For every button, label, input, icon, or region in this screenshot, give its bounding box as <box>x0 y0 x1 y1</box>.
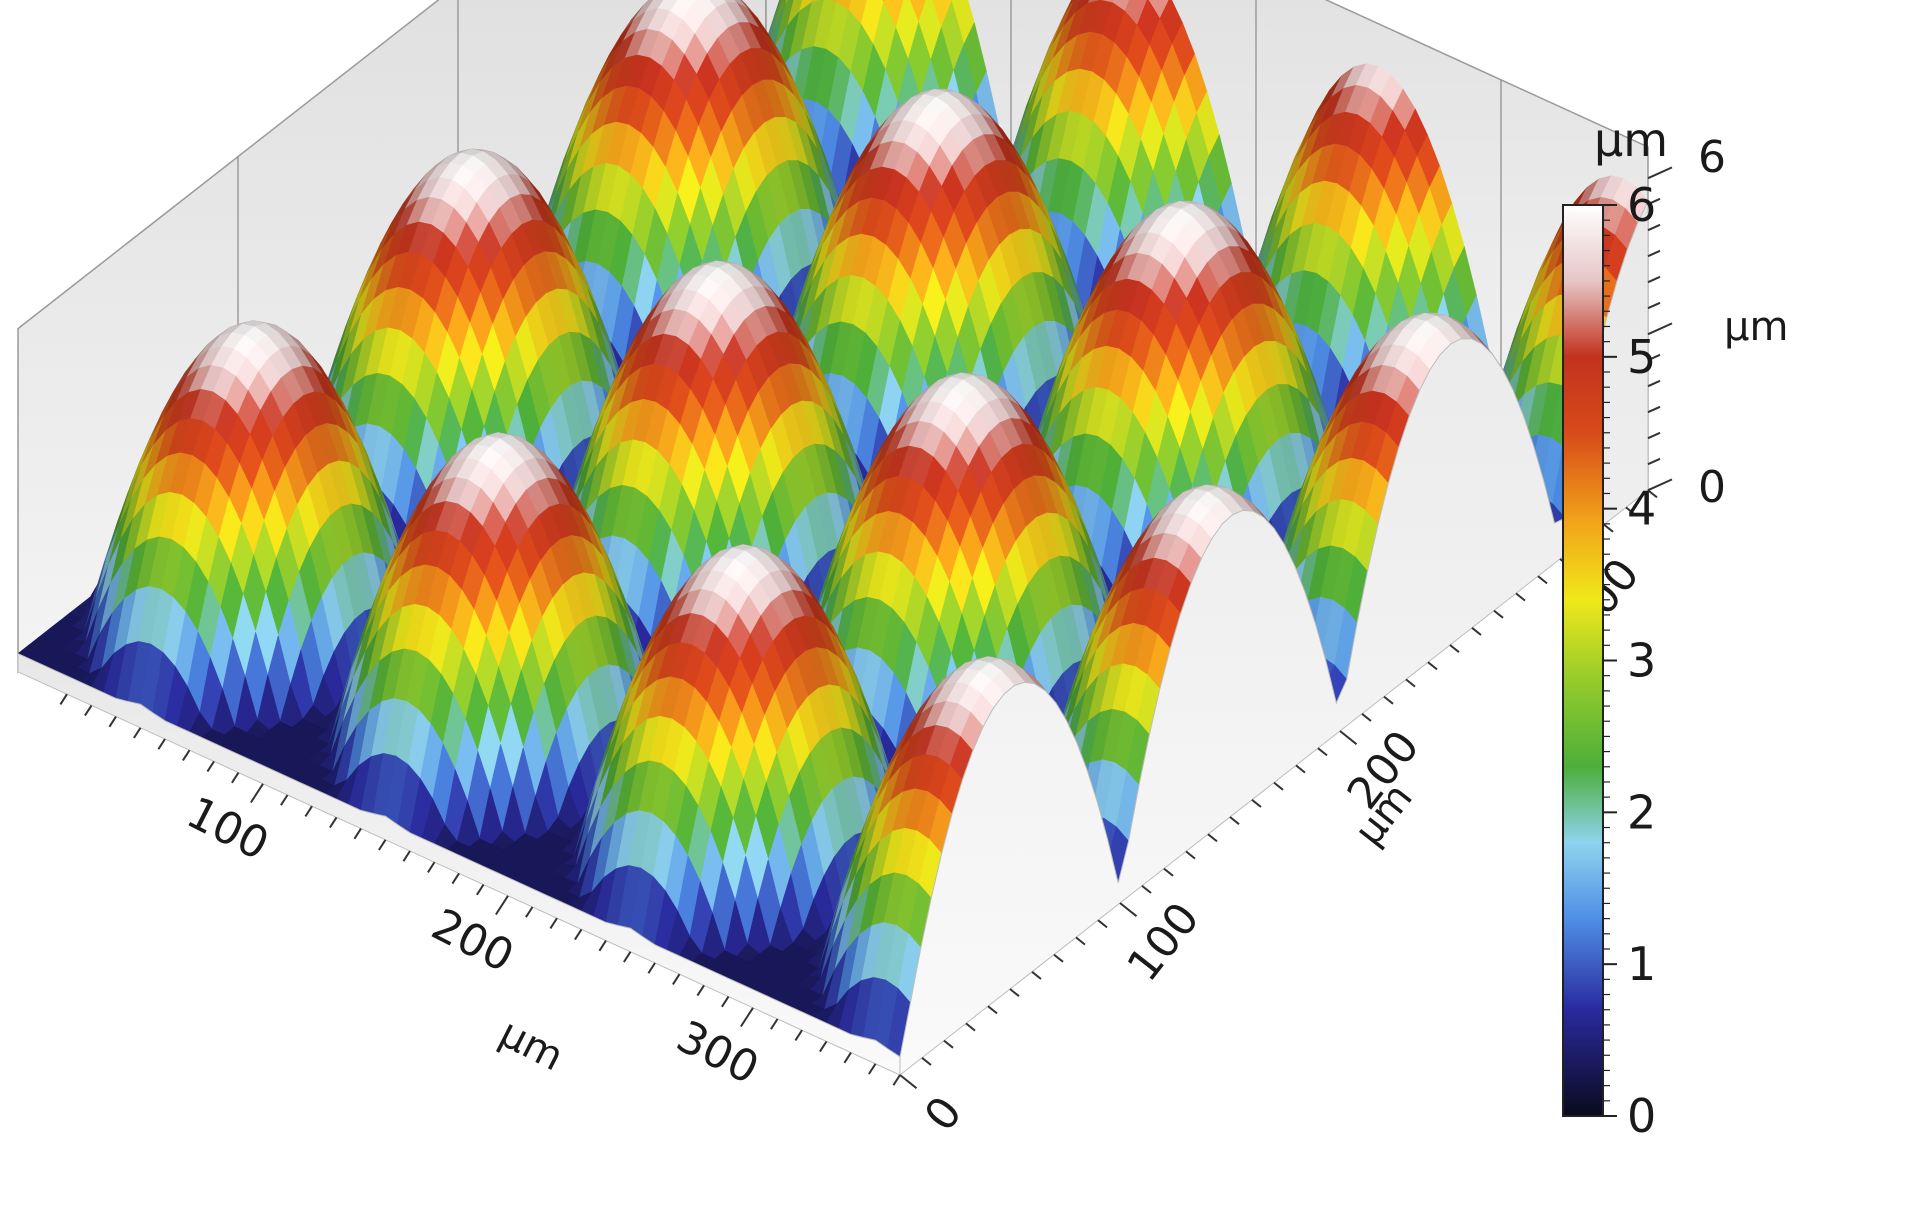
chart-svg: 100200300µm0100200300µm60µm 0123456µm <box>0 0 1920 1214</box>
surface-chart: 100200300µm0100200300µm60µm 0123456µm <box>0 0 1920 1214</box>
